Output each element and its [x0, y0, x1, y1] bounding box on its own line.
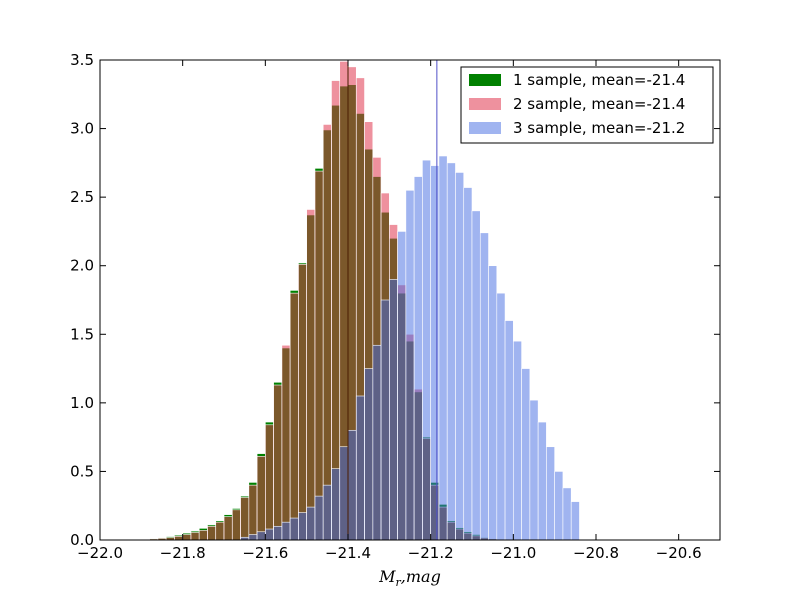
bar — [455, 172, 465, 541]
bar — [471, 210, 481, 541]
bar — [430, 165, 440, 541]
bar — [570, 501, 580, 541]
bar — [446, 162, 456, 541]
bar — [355, 395, 365, 541]
bar — [207, 525, 217, 541]
x-axis-label: Mr,mag — [378, 567, 441, 589]
x-tick-label: −21.2 — [408, 544, 454, 562]
y-tick-label: 0.0 — [70, 531, 94, 549]
bar — [223, 516, 233, 541]
legend-swatch — [469, 98, 501, 110]
x-tick-label: −21.4 — [325, 544, 371, 562]
bar — [298, 264, 307, 541]
bar — [463, 187, 473, 541]
bar — [479, 232, 489, 541]
bar — [273, 384, 283, 541]
bar — [380, 299, 390, 541]
bar — [422, 159, 431, 541]
bar — [289, 517, 299, 541]
bar — [256, 456, 266, 541]
x-tick-label: −22.0 — [77, 544, 123, 562]
bar — [405, 189, 415, 541]
bar — [298, 512, 307, 541]
y-axis-ticks: 0.0 0.5 1.0 1.5 2.0 2.5 3.0 3.5 — [70, 51, 720, 549]
bar — [347, 429, 357, 541]
x-tick-label: −21.8 — [160, 544, 206, 562]
bar — [389, 279, 398, 541]
bar — [397, 231, 407, 541]
bar — [322, 484, 332, 541]
y-tick-label: 3.0 — [70, 120, 94, 138]
y-tick-label: 2.0 — [70, 257, 94, 275]
bar — [240, 497, 250, 541]
bar — [256, 531, 266, 541]
bar — [231, 509, 241, 541]
bar — [273, 525, 283, 541]
bar — [215, 521, 225, 541]
legend: 1 sample, mean=-21.4 2 sample, mean=-21.4… — [460, 66, 714, 144]
bar — [339, 446, 349, 541]
bar — [554, 471, 564, 541]
legend-label: 2 sample, mean=-21.4 — [513, 95, 685, 113]
legend-label: 1 sample, mean=-21.4 — [513, 71, 685, 89]
bar — [248, 534, 258, 541]
x-tick-label: −21.6 — [242, 544, 288, 562]
x-tick-label: −21.0 — [490, 544, 536, 562]
bar — [306, 209, 316, 541]
bar — [413, 176, 423, 541]
bar — [537, 421, 547, 541]
bar — [174, 535, 183, 541]
bar — [546, 446, 555, 541]
plot-frame — [99, 59, 721, 541]
bar — [281, 521, 291, 541]
bar — [265, 424, 274, 541]
bar — [248, 484, 258, 541]
bar — [190, 532, 200, 541]
bar — [331, 468, 341, 541]
x-tick-label: −20.8 — [573, 544, 619, 562]
y-tick-label: 3.5 — [70, 51, 94, 69]
bar — [289, 292, 299, 541]
bar — [265, 528, 274, 541]
x-tick-label: −20.6 — [656, 544, 702, 562]
y-tick-label: 0.5 — [70, 462, 94, 480]
bar — [504, 320, 514, 541]
bar — [562, 487, 572, 541]
bar — [488, 265, 498, 541]
legend-swatch — [469, 74, 501, 86]
bar — [182, 534, 192, 541]
legend-swatch — [469, 122, 501, 134]
bar — [322, 124, 332, 541]
bar — [364, 368, 374, 541]
bar — [372, 344, 382, 541]
bar — [306, 506, 316, 541]
legend-frame — [460, 66, 714, 144]
y-tick-label: 2.5 — [70, 188, 94, 206]
bar — [281, 344, 291, 541]
y-tick-label: 1.0 — [70, 394, 94, 412]
bar — [496, 292, 506, 541]
bar — [438, 155, 448, 541]
bar — [314, 495, 324, 541]
bar — [521, 368, 531, 541]
mean-lines — [347, 60, 438, 540]
bar — [314, 170, 324, 541]
bar — [198, 530, 208, 541]
y-tick-label: 1.5 — [70, 325, 94, 343]
legend-label: 3 sample, mean=-21.2 — [513, 119, 685, 137]
bar — [529, 399, 539, 541]
x-axis-ticks: −22.0 −21.8 −21.6 −21.4 −21.2 −21.0 −20.8 −20.6 — [77, 60, 702, 562]
bar — [513, 340, 522, 541]
